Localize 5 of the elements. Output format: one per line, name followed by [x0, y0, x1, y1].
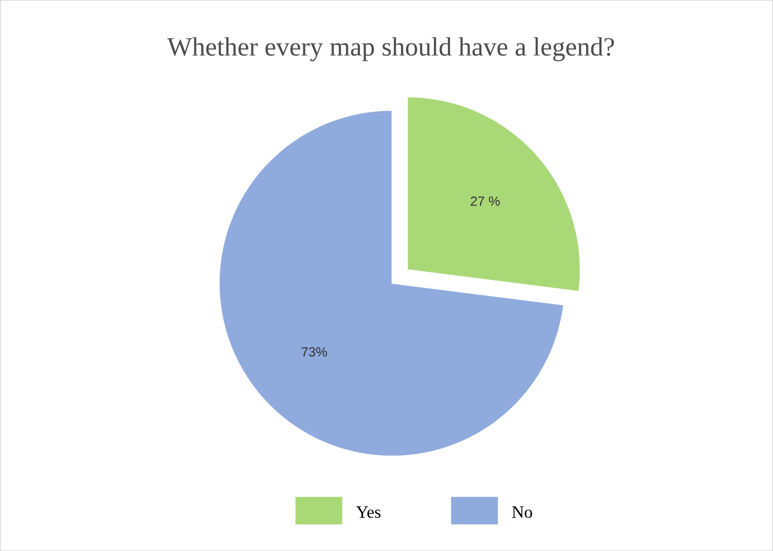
legend-label: Yes: [356, 506, 380, 518]
chart-title: Whether every map should have a legend?: [167, 37, 614, 62]
data-label: 73%: [302, 347, 327, 356]
data-label: 27 %: [470, 196, 500, 206]
legend-label: No: [512, 506, 532, 518]
